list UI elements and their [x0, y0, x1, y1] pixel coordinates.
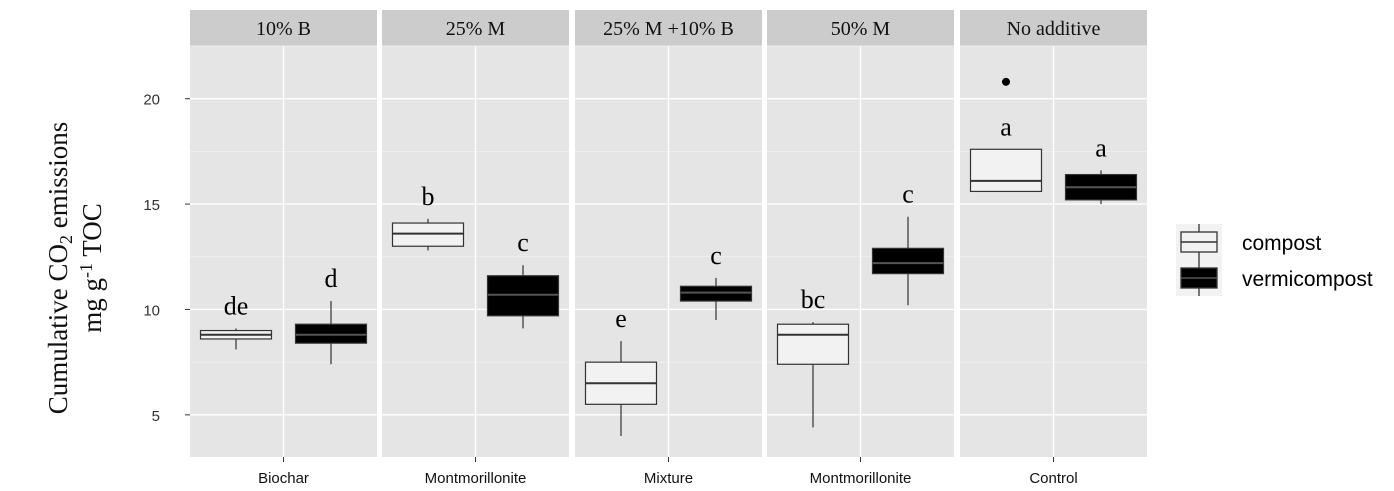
legend-label-compost: compost	[1242, 232, 1322, 255]
x-tick-label: Control	[1029, 470, 1077, 487]
y-tick-label-15: 15	[143, 197, 160, 214]
strip-label: 25% M	[446, 18, 506, 40]
x-tick-label: Montmorillonite	[810, 470, 912, 487]
significance-letter: e	[615, 304, 627, 333]
box-vermicompost	[294, 323, 368, 344]
strip-label: 10% B	[256, 18, 311, 40]
strip-label: No additive	[1007, 18, 1101, 40]
strip-label: 50% M	[831, 18, 891, 40]
x-tick-label: Montmorillonite	[425, 470, 527, 487]
significance-letter: c	[710, 241, 722, 270]
significance-letter: b	[422, 182, 435, 211]
box-compost	[776, 323, 850, 365]
significance-letter: c	[902, 180, 914, 209]
y-tick-label-5: 5	[152, 408, 160, 425]
strip-label: 25% M +10% B	[603, 18, 734, 40]
box-compost	[969, 148, 1043, 193]
x-tick-label: Mixture	[644, 470, 693, 487]
strip-bg	[575, 10, 762, 46]
outlier-point	[1002, 77, 1010, 86]
strip-bg	[382, 10, 569, 46]
legend-label-vermicompost: vermicompost	[1242, 268, 1373, 291]
box-compost	[391, 222, 465, 247]
strip-bg	[190, 10, 377, 46]
x-tick-label: Biochar	[258, 470, 309, 487]
legend-key-compost	[1176, 224, 1222, 260]
box-vermicompost	[679, 285, 753, 302]
legend-key-vermicompost	[1176, 260, 1222, 296]
y-tick-label-20: 20	[143, 92, 160, 109]
significance-letter: de	[224, 291, 249, 320]
significance-letter: bc	[801, 285, 826, 314]
y-tick-label-10: 10	[143, 302, 160, 319]
box-vermicompost	[486, 275, 560, 317]
strip-bg	[960, 10, 1147, 46]
significance-letter: a	[1095, 133, 1107, 162]
strip-bg	[767, 10, 954, 46]
significance-letter: d	[325, 264, 338, 293]
box-vermicompost	[871, 247, 945, 275]
y-axis-title: Cumulative CO2 emissions mg g-1 TOC	[43, 121, 107, 415]
significance-letter: c	[517, 228, 529, 257]
significance-letter: a	[1000, 112, 1012, 141]
